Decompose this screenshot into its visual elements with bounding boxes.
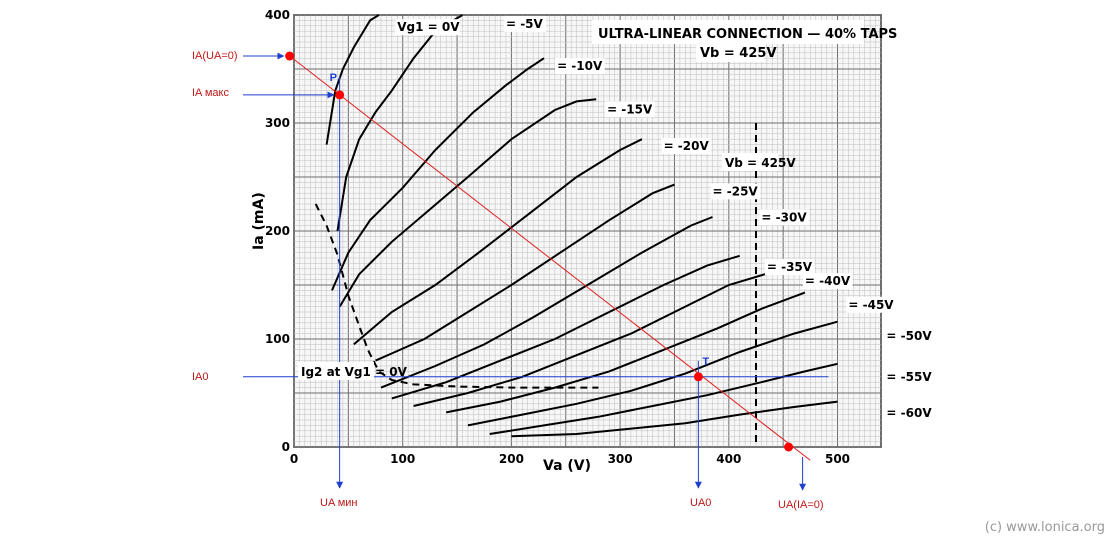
curve-label-bg (884, 369, 935, 386)
subtitle-box (696, 42, 764, 62)
x-tick-label: 100 (390, 452, 415, 466)
load-line (289, 55, 811, 461)
annotation-ia0: IA0 (192, 371, 209, 383)
ig2-curve (314, 203, 599, 389)
x-tick-label: 200 (499, 452, 524, 466)
curve-label: Vg1 = 0V (397, 20, 460, 34)
annotation-ua0: UA0 (690, 497, 711, 509)
vb-line-label: Vb = 425V (725, 156, 796, 170)
operating-point (285, 51, 295, 61)
chart-subtitle: Vb = 425V (700, 46, 777, 61)
curve-label: = -40V (805, 274, 851, 288)
curve-label: = -5V (506, 17, 544, 31)
ig2-label-box (298, 362, 374, 380)
curve-line (511, 400, 838, 438)
x-axis-label: Va (V) (543, 458, 591, 474)
curve-labels: Vg1 = 0V = -5V= -10V= -15V= -20V= -25V= -… (395, 15, 935, 421)
curve-line (446, 291, 806, 414)
curve-line (391, 254, 740, 400)
annotation-ia-ua0: IA(UA=0) (192, 50, 238, 62)
curve-label-bg (395, 19, 461, 36)
x-tick-label: 0 (290, 452, 298, 466)
operating-point (335, 90, 345, 100)
curve-label-bg (555, 58, 605, 75)
chart-title: ULTRA-LINEAR CONNECTION — 40% TAPS (598, 27, 897, 42)
curve-label-bg (503, 15, 546, 32)
y-tick-label: 400 (265, 8, 290, 22)
curve-label-bg (802, 273, 853, 289)
annotation-ia-max: IA макс (192, 87, 229, 99)
curve-label-bg (661, 138, 712, 154)
curve-label-bg (605, 101, 655, 118)
point-label: T (702, 356, 709, 368)
plate-curves (314, 14, 838, 447)
curve-label-bg (884, 404, 935, 421)
vb-label-box (722, 153, 778, 171)
curve-line (467, 320, 838, 427)
operating-point (784, 442, 794, 452)
title-box (592, 20, 864, 44)
curve-label: = -10V (557, 59, 603, 73)
load-line-overlay: PT (243, 51, 829, 491)
curve-line (325, 14, 380, 145)
y-tick-label: 100 (265, 332, 290, 346)
curve-line (353, 138, 643, 346)
curve-label-bg (884, 328, 935, 345)
copyright-notice: (c) www.lonica.org (984, 520, 1105, 535)
grid-lines (293, 14, 882, 448)
curve-line (331, 57, 545, 291)
curve-line (489, 362, 838, 435)
curve-line (375, 183, 675, 362)
curve-line (413, 271, 773, 407)
curve-line (336, 14, 464, 232)
curve-label: = -15V (607, 102, 653, 116)
curve-label-bg (759, 209, 810, 226)
axis-ticks: 0 100 200 300 400 500 0 100 200 300 400 (265, 8, 850, 466)
curve-label: = -30V (761, 210, 807, 224)
curve-line (338, 98, 597, 308)
curve-label: = -50V (886, 329, 932, 343)
x-tick-label: 500 (825, 452, 850, 466)
x-tick-label: 400 (716, 452, 741, 466)
curve-label: = -45V (848, 298, 894, 312)
point-label: P (330, 72, 337, 84)
curve-label: = -35V (767, 260, 813, 274)
curve-line (380, 216, 713, 389)
annotation-ua-ia0: UA(IA=0) (778, 499, 824, 511)
curve-label-bg (846, 296, 896, 313)
curve-label: = -25V (713, 184, 759, 198)
curve-label-bg (710, 183, 761, 200)
curve-label: = -55V (886, 370, 932, 384)
x-tick-label: 300 (608, 452, 633, 466)
ig2-curve-label: Ig2 at Vg1 = 0V (301, 365, 408, 379)
annotation-ua-min: UA мин (320, 497, 358, 509)
y-tick-label: 0 (282, 440, 290, 454)
y-tick-label: 300 (265, 116, 290, 130)
curve-label: = -20V (664, 139, 710, 153)
y-tick-label: 200 (265, 224, 290, 238)
curve-label-bg (764, 258, 815, 275)
y-axis-label: Ia (mA) (251, 192, 267, 250)
curve-label: = -60V (886, 406, 932, 420)
operating-point (693, 372, 703, 382)
